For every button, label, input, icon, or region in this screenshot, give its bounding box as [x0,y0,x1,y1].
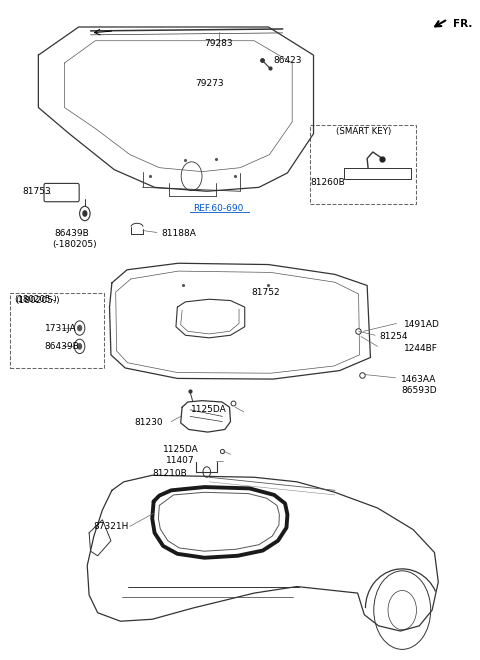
Text: 81254: 81254 [379,332,408,341]
Text: 81210B: 81210B [153,469,188,478]
Text: 81260B: 81260B [311,178,345,187]
Text: 11407: 11407 [167,456,195,465]
Text: 86593D: 86593D [401,385,437,395]
Circle shape [78,325,82,331]
Text: (-180205): (-180205) [53,240,97,249]
Text: 79283: 79283 [204,39,233,48]
Text: 86423: 86423 [273,56,301,65]
Text: 79273: 79273 [195,79,224,88]
Text: (180205-): (180205-) [14,296,58,304]
Text: 86439B: 86439B [54,229,89,238]
Text: 81753: 81753 [23,187,51,196]
Text: 1491AD: 1491AD [404,320,440,329]
Text: 1125DA: 1125DA [191,405,227,414]
FancyBboxPatch shape [10,292,104,368]
Circle shape [83,211,87,216]
Text: 1731JA: 1731JA [45,323,76,333]
FancyBboxPatch shape [44,183,79,202]
Text: 1125DA: 1125DA [163,445,199,453]
Text: 1244BF: 1244BF [404,344,438,353]
FancyBboxPatch shape [310,125,417,204]
Text: FR.: FR. [453,18,472,29]
Text: REF.60-690: REF.60-690 [193,205,244,213]
Text: 1463AA: 1463AA [401,375,437,383]
Text: (180205-): (180205-) [15,296,60,305]
Text: 86439B: 86439B [45,342,79,351]
Text: (SMART KEY): (SMART KEY) [336,127,391,136]
Text: 81230: 81230 [134,418,163,428]
Text: 87321H: 87321H [93,522,129,531]
Circle shape [78,344,82,349]
Text: 81752: 81752 [252,288,280,296]
Text: 81188A: 81188A [162,229,197,238]
